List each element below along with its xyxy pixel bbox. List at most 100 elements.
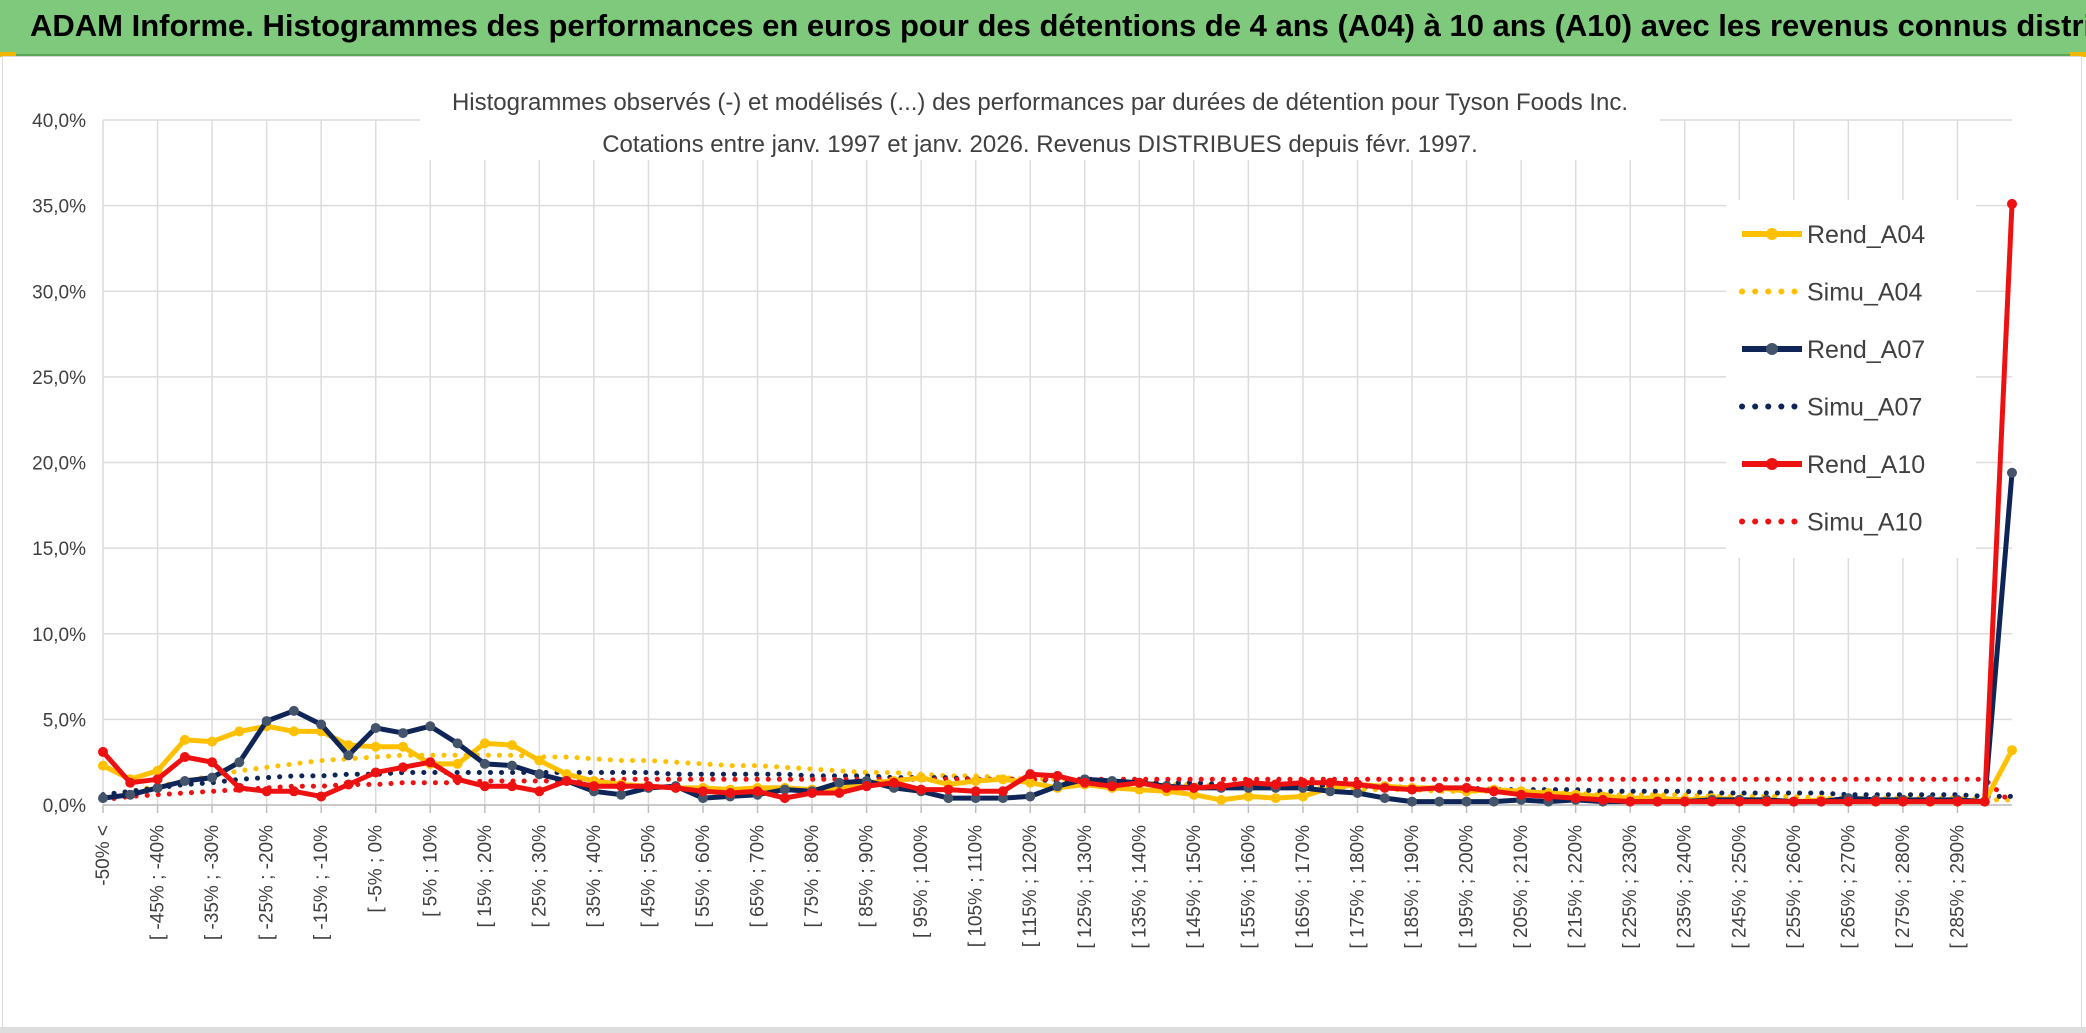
data-point xyxy=(534,769,545,780)
data-point xyxy=(179,734,190,745)
data-point xyxy=(834,788,845,799)
data-point xyxy=(561,776,572,787)
data-point xyxy=(616,789,627,800)
data-point xyxy=(370,722,381,733)
data-point xyxy=(234,782,245,793)
data-point xyxy=(425,721,436,732)
data-point xyxy=(397,741,408,752)
legend-label: Rend_A07 xyxy=(1807,336,1925,364)
data-point xyxy=(1243,791,1254,802)
x-tick-label: [ -15% ; -10% xyxy=(311,825,332,940)
x-tick-label: [ 225% ; 230% xyxy=(1620,825,1641,949)
y-tick-label: 40,0% xyxy=(32,111,86,132)
data-point xyxy=(1461,796,1472,807)
legend-box xyxy=(1726,200,1976,558)
data-point xyxy=(1216,794,1227,805)
data-point xyxy=(1707,796,1718,807)
x-tick-label: [ 115% ; 120% xyxy=(1020,825,1041,947)
data-point xyxy=(943,793,954,804)
data-point xyxy=(1407,796,1418,807)
data-point xyxy=(507,740,518,751)
data-point xyxy=(1734,796,1745,807)
data-point xyxy=(1025,791,1036,802)
data-point xyxy=(997,786,1008,797)
data-point xyxy=(234,757,245,768)
data-point xyxy=(670,782,681,793)
data-point xyxy=(1625,796,1636,807)
x-tick-label: [ 85% ; 90% xyxy=(857,825,878,928)
legend-label: Simu_A04 xyxy=(1807,279,1922,307)
data-point xyxy=(370,741,381,752)
series-line xyxy=(102,472,2015,805)
data-point xyxy=(152,782,163,793)
data-point xyxy=(1543,791,1554,802)
data-point xyxy=(779,784,790,795)
data-point xyxy=(397,728,408,739)
legend-item-simu-a04: Simu_A04 xyxy=(1739,279,1922,307)
legend-marker xyxy=(1766,458,1778,470)
legend-label: Rend_A10 xyxy=(1807,451,1925,479)
data-point xyxy=(288,705,299,716)
data-point xyxy=(507,781,518,792)
data-point xyxy=(2007,745,2017,756)
data-point xyxy=(534,755,545,766)
data-point xyxy=(1216,781,1227,792)
data-point xyxy=(997,793,1008,804)
x-tick-label: [ 285% ; 290% xyxy=(1947,825,1968,949)
data-point xyxy=(1488,796,1499,807)
data-point xyxy=(916,784,927,795)
data-point xyxy=(1434,796,1445,807)
data-point xyxy=(1352,779,1363,790)
legend-item-rend-a10: Rend_A10 xyxy=(1742,451,1925,479)
data-point xyxy=(561,769,572,780)
legend-item-rend-a07: Rend_A07 xyxy=(1742,336,1925,364)
x-tick-label: [ 265% ; 270% xyxy=(1838,825,1859,949)
data-point xyxy=(1297,777,1308,788)
data-point xyxy=(316,719,327,730)
data-point xyxy=(888,777,899,788)
data-point xyxy=(1952,796,1963,807)
x-tick-label: [ 275% ; 280% xyxy=(1893,825,1914,949)
legend-marker xyxy=(1766,228,1778,240)
data-point xyxy=(479,758,490,769)
x-tick-label: [ 155% ; 160% xyxy=(1238,825,1259,949)
y-tick-label: 25,0% xyxy=(32,368,86,389)
series-rend-a04 xyxy=(98,721,2017,807)
data-point xyxy=(943,784,954,795)
corner-mark-left xyxy=(0,52,16,57)
x-tick-label: [ 235% ; 240% xyxy=(1675,825,1696,949)
x-tick-label: [ 245% ; 250% xyxy=(1729,825,1750,949)
x-tick-label: [ 75% ; 80% xyxy=(802,825,823,928)
data-point xyxy=(997,774,1008,785)
data-point xyxy=(1788,796,1799,807)
data-point xyxy=(1270,793,1281,804)
x-tick-label: [ 255% ; 260% xyxy=(1784,825,1805,949)
data-point xyxy=(452,774,463,785)
x-tick-label: [ 35% ; 40% xyxy=(584,825,605,928)
data-point xyxy=(970,793,981,804)
x-tick-label: [ 145% ; 150% xyxy=(1184,825,1205,949)
data-point xyxy=(125,789,136,800)
data-point xyxy=(807,788,818,799)
chart-title-line-1: Histogrammes observés (-) et modélisés (… xyxy=(452,89,1628,116)
legend-label: Simu_A10 xyxy=(1807,509,1922,537)
data-point xyxy=(1761,796,1772,807)
y-tick-label: 20,0% xyxy=(32,454,86,475)
data-point xyxy=(152,774,163,785)
x-tick-label: [ -45% ; -40% xyxy=(148,825,169,940)
data-point xyxy=(1816,796,1827,807)
x-tick-label: [ 185% ; 190% xyxy=(1402,825,1423,949)
data-point xyxy=(397,762,408,773)
data-point xyxy=(98,760,108,771)
x-tick-label: [ 175% ; 180% xyxy=(1347,825,1368,949)
data-point xyxy=(207,772,218,783)
data-point xyxy=(479,738,490,749)
y-tick-label: 5,0% xyxy=(43,710,86,731)
data-point xyxy=(207,736,218,747)
data-point xyxy=(1325,786,1336,797)
data-point xyxy=(861,781,872,792)
data-point xyxy=(1079,777,1090,788)
legend-item-rend-a04: Rend_A04 xyxy=(1742,221,1925,249)
x-tick-label: -50% < xyxy=(93,825,114,886)
